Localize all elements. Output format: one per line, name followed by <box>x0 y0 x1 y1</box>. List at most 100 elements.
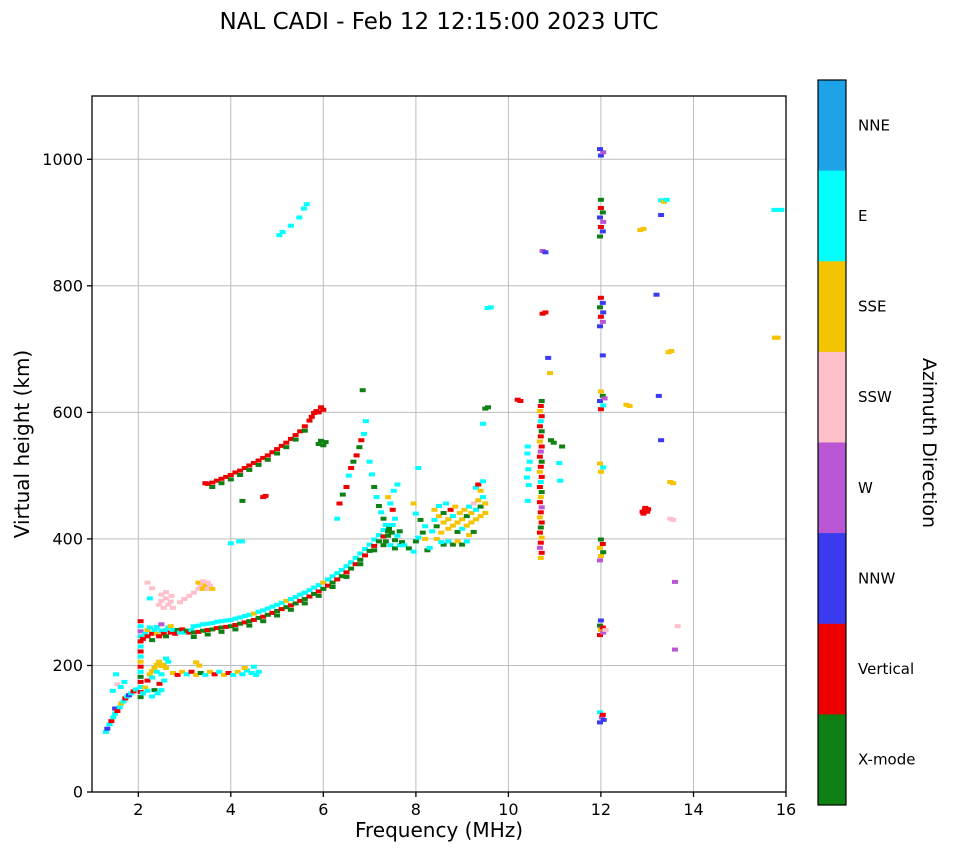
data-point <box>274 451 281 456</box>
data-point <box>278 443 285 448</box>
data-point <box>380 528 387 533</box>
data-point <box>359 388 366 393</box>
data-point <box>433 536 440 541</box>
data-point <box>269 604 276 609</box>
data-point <box>405 546 412 551</box>
chart-title: NAL CADI - Feb 12 12:15:00 2023 UTC <box>219 9 659 35</box>
data-point <box>195 580 202 585</box>
data-point <box>410 501 417 506</box>
data-point <box>232 627 239 632</box>
data-point <box>264 606 271 611</box>
data-point <box>311 585 318 590</box>
data-point <box>116 705 123 710</box>
data-point <box>227 541 234 546</box>
data-point <box>597 314 604 319</box>
data-point <box>600 150 607 155</box>
data-point <box>255 616 262 620</box>
data-point <box>357 557 364 562</box>
data-point <box>536 409 543 414</box>
data-point <box>597 153 604 158</box>
data-point <box>241 466 248 470</box>
data-point <box>362 547 368 551</box>
data-point <box>597 407 604 412</box>
data-point <box>480 495 486 500</box>
data-point <box>475 498 482 503</box>
data-point <box>306 588 313 593</box>
data-point <box>144 634 151 639</box>
data-point <box>380 534 387 539</box>
data-point <box>358 438 365 443</box>
data-point <box>599 353 606 358</box>
data-point <box>480 479 486 484</box>
data-point <box>357 551 364 556</box>
data-point <box>445 526 452 531</box>
colorbar-category-label: NNE <box>858 116 890 134</box>
data-point <box>459 517 466 522</box>
data-point <box>113 672 120 677</box>
data-point <box>597 389 604 394</box>
data-point <box>368 472 375 477</box>
data-point <box>525 483 532 488</box>
data-point <box>301 428 308 433</box>
data-point <box>523 475 530 480</box>
data-point <box>371 537 378 542</box>
data-point <box>422 524 429 529</box>
data-point <box>537 510 544 515</box>
data-point <box>537 404 544 408</box>
data-point <box>144 678 151 683</box>
data-point <box>778 207 785 212</box>
data-point <box>392 546 398 551</box>
data-point <box>600 403 607 408</box>
data-point <box>315 410 322 415</box>
data-point <box>202 583 209 588</box>
data-point <box>204 586 211 591</box>
data-point <box>246 623 253 628</box>
data-point <box>387 543 394 548</box>
data-point <box>602 628 609 632</box>
colorbar-segment <box>818 442 846 534</box>
data-point <box>204 621 211 626</box>
x-tick-label: 8 <box>411 800 421 819</box>
data-point <box>597 147 603 152</box>
data-point <box>526 459 533 464</box>
data-point <box>156 681 163 686</box>
data-point <box>536 439 543 444</box>
data-point <box>137 695 144 700</box>
data-point <box>672 579 678 584</box>
data-point <box>223 474 230 479</box>
data-point <box>241 614 248 619</box>
data-point <box>223 618 230 623</box>
data-point <box>371 485 378 489</box>
data-point <box>158 628 165 633</box>
data-point <box>287 603 294 608</box>
data-point <box>640 511 647 516</box>
data-point <box>536 545 543 550</box>
data-point <box>153 624 160 629</box>
data-point <box>396 529 403 534</box>
data-point <box>385 495 392 500</box>
data-point <box>146 625 153 630</box>
data-point <box>382 523 389 527</box>
data-point <box>350 459 357 464</box>
data-point <box>599 210 606 215</box>
data-point <box>204 481 211 486</box>
data-point <box>375 539 382 544</box>
data-point <box>597 720 603 725</box>
data-point <box>246 463 253 468</box>
data-point <box>670 481 677 486</box>
data-point <box>149 638 156 643</box>
data-point <box>239 498 246 503</box>
data-point <box>227 473 234 477</box>
data-point <box>461 507 468 512</box>
data-point <box>375 504 382 508</box>
data-point <box>283 598 290 603</box>
data-point <box>193 660 200 665</box>
data-point <box>623 402 630 407</box>
data-point <box>536 515 543 520</box>
data-point <box>250 461 257 465</box>
data-point <box>637 228 644 233</box>
data-point <box>599 229 606 234</box>
data-point <box>137 624 144 629</box>
data-point <box>250 664 257 669</box>
data-point <box>253 672 260 677</box>
